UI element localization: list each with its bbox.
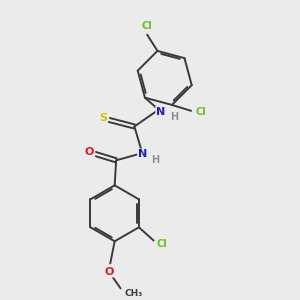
- Text: S: S: [99, 113, 107, 123]
- Text: Cl: Cl: [157, 239, 167, 249]
- Text: H: H: [152, 155, 160, 165]
- Text: H: H: [170, 112, 178, 122]
- Text: O: O: [104, 267, 113, 277]
- Text: Cl: Cl: [195, 107, 206, 117]
- Text: N: N: [156, 107, 166, 117]
- Text: Cl: Cl: [142, 22, 153, 32]
- Text: O: O: [85, 146, 94, 157]
- Text: CH₃: CH₃: [125, 289, 143, 298]
- Text: N: N: [138, 149, 147, 159]
